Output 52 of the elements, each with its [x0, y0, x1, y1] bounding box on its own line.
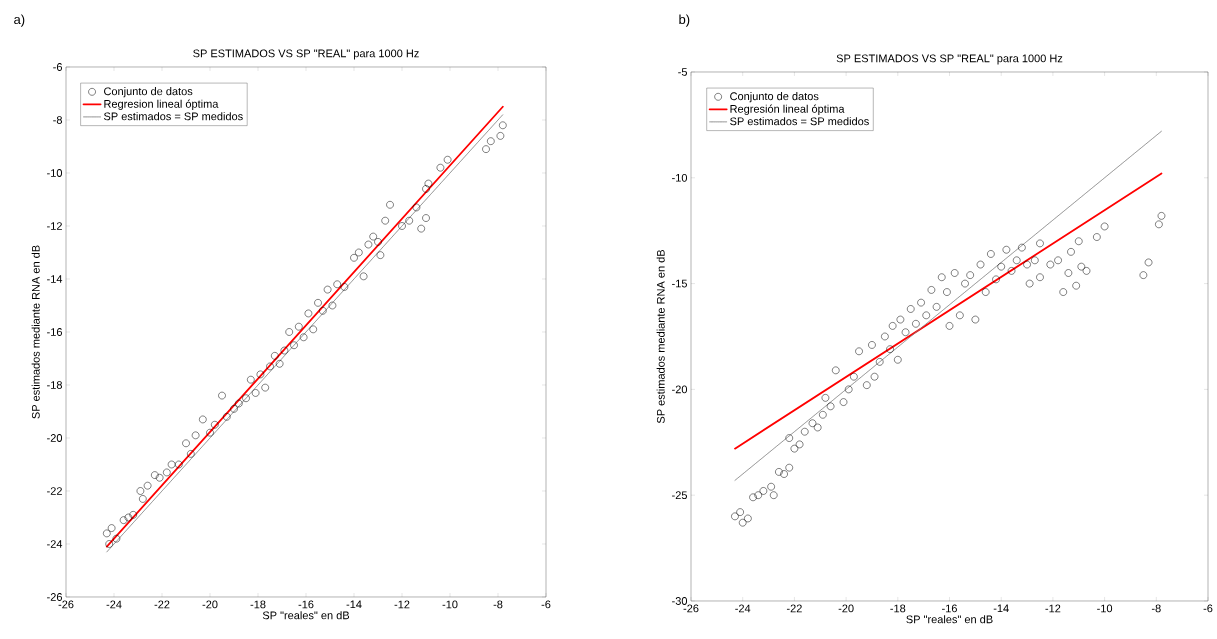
x-tick-label: -8	[1151, 604, 1161, 613]
legend-label: SP estimados = SP medidos	[730, 117, 869, 126]
y-tick-label: -6	[53, 63, 62, 71]
y-axis-title: SP estimados mediante RNA en dB	[31, 245, 40, 419]
legend-label: Regresión lineal óptima	[730, 104, 845, 115]
x-tick-label: -12	[394, 600, 410, 609]
y-tick-label: -10	[47, 169, 63, 177]
x-tick-label: -18	[890, 604, 906, 613]
y-tick-label: -5	[678, 68, 687, 76]
y-tick-label: -20	[672, 385, 688, 394]
x-tick-label: -8	[493, 600, 503, 609]
y-tick-label: -18	[47, 381, 62, 389]
x-tick-label: -10	[442, 600, 458, 609]
x-tick-label: -18	[250, 600, 266, 609]
y-axis-title: SP estimados mediante RNA en dB	[656, 249, 665, 424]
x-tick-label: -22	[786, 604, 802, 613]
x-axis-title: SP "reales" en dB	[906, 615, 993, 624]
y-tick-label: -30	[672, 597, 688, 605]
x-tick-label: -10	[1097, 604, 1113, 613]
x-tick-label: -26	[683, 604, 699, 613]
x-tick-label: -20	[838, 604, 854, 613]
legend-label: Conjunto de datos	[104, 87, 193, 98]
chart-title: SP ESTIMADOS VS SP "REAL" para 1000 Hz	[193, 49, 419, 60]
y-tick-label: -12	[47, 222, 62, 230]
x-tick-label: -22	[154, 600, 170, 609]
y-tick-label: -20	[47, 434, 63, 442]
x-axis-title: SP "reales" en dB	[262, 611, 350, 620]
y-tick-label: -14	[47, 275, 63, 283]
x-tick-label: -6	[541, 600, 551, 609]
legend-label: SP estimados = SP medidos	[103, 112, 243, 121]
x-tick-label: -16	[942, 604, 957, 613]
y-tick-label: -8	[53, 116, 62, 124]
y-tick-label: -22	[47, 487, 62, 495]
y-tick-label: -16	[47, 328, 62, 336]
x-tick-label: -14	[993, 604, 1009, 613]
x-tick-label: -24	[106, 600, 122, 609]
chart-title: SP ESTIMADOS VS SP "REAL" para 1000 Hz	[836, 54, 1063, 65]
y-tick-label: -26	[47, 593, 62, 601]
legend-label: Conjunto de datos	[730, 92, 819, 103]
y-tick-label: -15	[672, 279, 687, 288]
text: b)	[679, 14, 690, 27]
x-tick-label: -14	[346, 600, 362, 609]
x-tick-label: -16	[298, 600, 314, 609]
x-tick-label: -12	[1045, 604, 1061, 613]
y-tick-label: -10	[672, 173, 688, 182]
x-tick-label: -6	[1203, 604, 1213, 613]
y-tick-label: -24	[47, 540, 63, 548]
x-tick-label: -20	[202, 600, 218, 609]
y-tick-label: -25	[672, 491, 687, 500]
legend-label: Regresion lineal óptima	[104, 99, 219, 110]
x-tick-label: -24	[735, 604, 751, 613]
text: a)	[14, 14, 25, 27]
